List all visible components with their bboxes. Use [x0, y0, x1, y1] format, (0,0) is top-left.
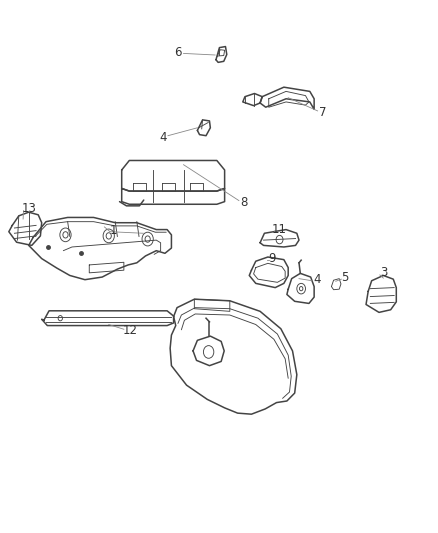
Text: 13: 13: [21, 202, 36, 215]
Text: 9: 9: [268, 252, 276, 264]
Text: 1: 1: [110, 224, 117, 237]
Text: 11: 11: [272, 223, 287, 236]
Text: 4: 4: [313, 273, 321, 286]
Text: 3: 3: [381, 266, 388, 279]
Text: 4: 4: [159, 131, 166, 144]
Text: 6: 6: [174, 46, 182, 59]
Text: 8: 8: [240, 196, 248, 208]
Text: 7: 7: [319, 106, 327, 119]
Text: 5: 5: [342, 271, 349, 284]
Text: 12: 12: [123, 325, 138, 337]
